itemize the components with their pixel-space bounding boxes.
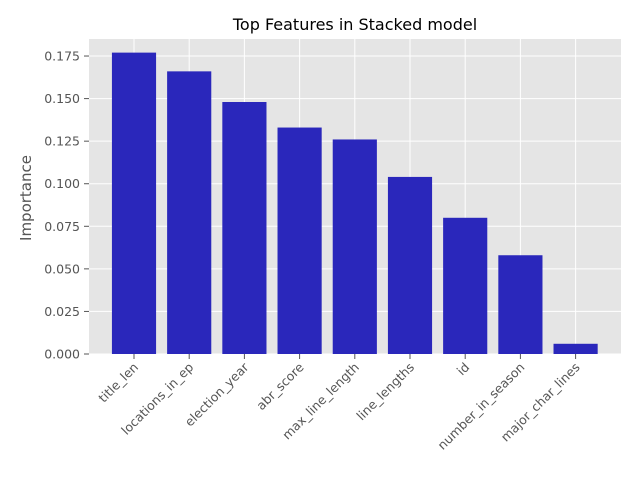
y-tick-label: 0.150 — [44, 91, 80, 106]
y-tick-label: 0.050 — [44, 261, 80, 276]
bar-locations-in-ep — [167, 71, 212, 354]
y-tick-label: 0.025 — [44, 304, 80, 319]
bar-line-lengths — [387, 176, 433, 354]
bar-election-year — [222, 102, 267, 354]
bar-abr-score — [277, 127, 322, 354]
y-tick-label: 0.125 — [44, 134, 80, 149]
bar-major-char-lines — [553, 343, 598, 354]
y-axis-label: Importance — [17, 155, 35, 241]
bars — [111, 52, 598, 355]
y-tick-label: 0.100 — [44, 176, 80, 191]
x-tick-label: abr_score — [253, 359, 307, 413]
x-tick-label: line_lengths — [353, 360, 417, 424]
y-axis: 0.000 0.025 0.050 0.075 0.100 0.125 0.150 0.175 — [44, 49, 89, 362]
y-tick-label: 0.175 — [44, 49, 80, 64]
x-tick-label: id — [454, 360, 473, 379]
bar-number-in-season — [498, 255, 543, 354]
chart-title: Top Features in Stacked model — [232, 15, 477, 34]
bar-id — [443, 217, 488, 354]
bar-title-len — [111, 52, 157, 355]
bar-max-line-length — [332, 139, 377, 354]
x-tick-label: title_len — [95, 360, 141, 406]
y-tick-label: 0.075 — [44, 219, 80, 234]
y-tick-label: 0.000 — [44, 347, 80, 362]
